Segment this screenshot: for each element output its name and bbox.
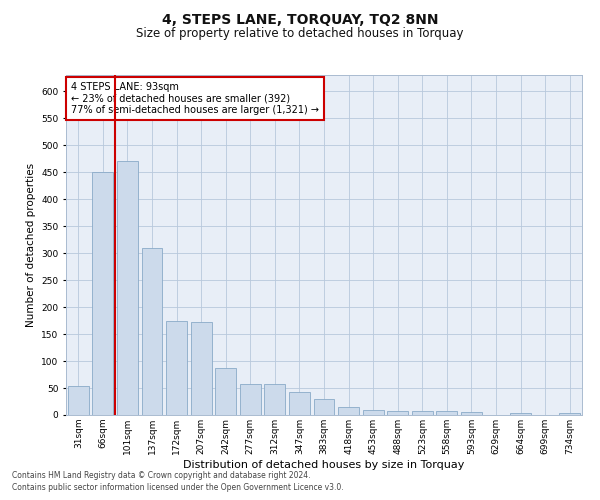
Y-axis label: Number of detached properties: Number of detached properties [26, 163, 35, 327]
Bar [191, 322, 212, 415]
Bar [314, 399, 334, 415]
Text: Size of property relative to detached houses in Torquay: Size of property relative to detached ho… [136, 28, 464, 40]
Text: 4 STEPS LANE: 93sqm
← 23% of detached houses are smaller (392)
77% of semi-detac: 4 STEPS LANE: 93sqm ← 23% of detached ho… [71, 82, 319, 115]
Bar [436, 411, 457, 415]
Bar [362, 410, 383, 415]
Bar [387, 410, 408, 415]
Bar [510, 413, 531, 415]
Bar [117, 162, 138, 415]
Bar [461, 412, 482, 415]
Bar [240, 384, 261, 415]
Bar [166, 320, 187, 415]
Bar [215, 368, 236, 415]
X-axis label: Distribution of detached houses by size in Torquay: Distribution of detached houses by size … [184, 460, 464, 469]
Bar [265, 384, 286, 415]
Bar [289, 392, 310, 415]
Text: 4, STEPS LANE, TORQUAY, TQ2 8NN: 4, STEPS LANE, TORQUAY, TQ2 8NN [162, 12, 438, 26]
Text: Contains HM Land Registry data © Crown copyright and database right 2024.: Contains HM Land Registry data © Crown c… [12, 470, 311, 480]
Bar [142, 248, 163, 415]
Bar [68, 386, 89, 415]
Text: Contains public sector information licensed under the Open Government Licence v3: Contains public sector information licen… [12, 483, 344, 492]
Bar [559, 414, 580, 415]
Bar [92, 172, 113, 415]
Bar [412, 410, 433, 415]
Bar [338, 408, 359, 415]
